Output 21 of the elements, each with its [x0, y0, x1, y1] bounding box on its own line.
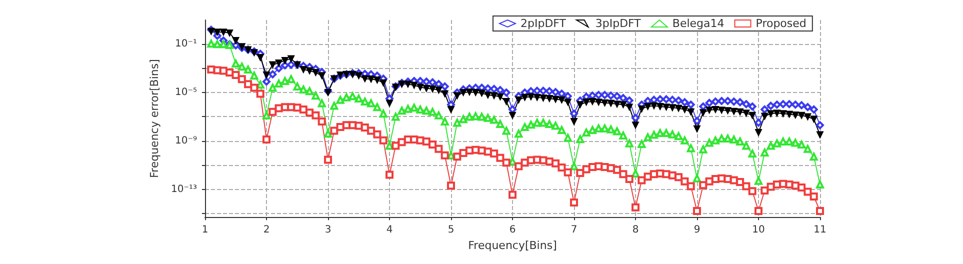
legend-label: 3pIpDFT: [595, 17, 642, 30]
legend-label: Belega14: [672, 17, 724, 30]
legend-label: 2pIpDFT: [520, 17, 566, 30]
x-tick-label: 4: [386, 224, 393, 236]
x-tick-label: 6: [509, 224, 516, 236]
x-tick-label: 10: [752, 224, 765, 236]
x-tick-label: 2: [263, 224, 270, 236]
y-tick-label: 10⁻¹: [174, 38, 197, 50]
y-tick-label: 10⁻¹³: [170, 184, 197, 195]
x-tick-label: 3: [324, 224, 332, 236]
x-tick-label: 1: [202, 224, 208, 236]
x-tick-label: 7: [570, 224, 578, 236]
x-tick-label: 5: [448, 224, 454, 236]
x-axis-title: Frequency[Bins]: [468, 239, 557, 252]
x-tick-label: 8: [632, 224, 639, 236]
y-tick-label: 10⁻⁵: [174, 87, 197, 98]
y-axis-title: Frequency error[Bins]: [148, 59, 162, 178]
x-tick-label: 9: [694, 224, 700, 236]
y-tick-label: 10⁻⁹: [174, 135, 197, 146]
x-tick-label: 11: [814, 224, 826, 236]
legend-label: Proposed: [756, 17, 806, 30]
